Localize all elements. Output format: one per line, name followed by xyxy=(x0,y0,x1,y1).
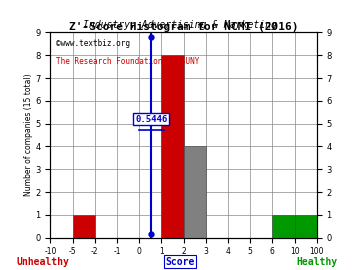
Bar xyxy=(161,55,184,238)
Bar xyxy=(273,215,294,238)
Text: Industry: Advertising & Marketing: Industry: Advertising & Marketing xyxy=(83,20,277,30)
Text: Score: Score xyxy=(165,256,195,266)
Text: The Research Foundation of SUNY: The Research Foundation of SUNY xyxy=(56,57,199,66)
Bar xyxy=(184,146,206,238)
Y-axis label: Number of companies (15 total): Number of companies (15 total) xyxy=(23,74,32,196)
Title: Z'-Score Histogram for NCMI (2016): Z'-Score Histogram for NCMI (2016) xyxy=(69,22,298,32)
Bar xyxy=(73,215,95,238)
Text: Healthy: Healthy xyxy=(296,256,337,266)
Text: ©www.textbiz.org: ©www.textbiz.org xyxy=(56,39,130,48)
Bar xyxy=(294,215,317,238)
Text: 0.5446: 0.5446 xyxy=(135,114,167,124)
Text: Unhealthy: Unhealthy xyxy=(17,256,69,266)
